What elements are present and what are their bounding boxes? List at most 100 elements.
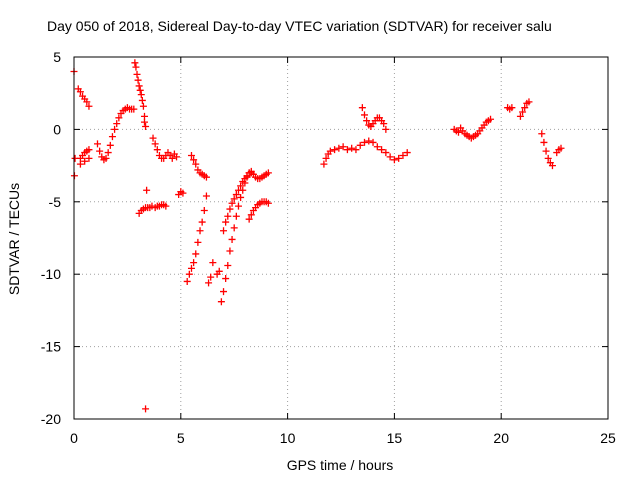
data-point xyxy=(322,154,330,162)
y-tick-label: -15 xyxy=(41,339,61,355)
data-point xyxy=(521,104,529,112)
data-point xyxy=(230,224,238,232)
data-point xyxy=(83,98,91,106)
data-point xyxy=(220,227,228,235)
data-point xyxy=(237,193,245,201)
data-point xyxy=(202,192,210,200)
series-t xyxy=(553,144,565,157)
data-point xyxy=(247,211,255,219)
data-point xyxy=(454,128,462,136)
y-tick-label: -10 xyxy=(41,266,61,282)
data-point xyxy=(202,173,210,181)
series-b2 xyxy=(76,154,93,168)
data-point xyxy=(153,146,161,154)
data-point xyxy=(142,123,150,131)
y-tick-label: -5 xyxy=(49,194,62,210)
x-tick-label: 25 xyxy=(600,430,616,446)
data-point xyxy=(348,144,356,152)
data-point xyxy=(196,227,204,235)
data-point xyxy=(187,264,195,272)
data-point xyxy=(134,76,142,84)
data-point xyxy=(326,147,334,155)
data-point xyxy=(85,154,93,162)
data-point xyxy=(115,114,123,122)
data-point xyxy=(192,250,200,258)
data-point xyxy=(264,199,272,207)
series-d2 xyxy=(140,118,150,131)
series-a xyxy=(74,85,93,110)
data-point xyxy=(360,138,368,146)
data-point xyxy=(369,138,377,146)
x-tick-label: 20 xyxy=(493,430,509,446)
data-point xyxy=(149,134,157,142)
data-point xyxy=(335,144,343,152)
data-point xyxy=(140,118,148,126)
data-point xyxy=(224,212,232,220)
data-point xyxy=(185,270,193,278)
data-point xyxy=(382,149,390,157)
data-point xyxy=(104,149,112,157)
data-point xyxy=(151,140,159,148)
data-point xyxy=(205,279,213,287)
series-d xyxy=(131,59,148,120)
y-tick-label: 5 xyxy=(53,49,61,65)
data-point xyxy=(548,162,556,170)
data-point xyxy=(93,140,101,148)
data-point xyxy=(525,98,533,106)
data-point xyxy=(382,125,390,133)
data-point xyxy=(378,146,386,154)
data-point xyxy=(106,141,114,149)
data-point xyxy=(85,102,93,110)
data-point xyxy=(168,154,176,162)
data-point xyxy=(245,215,253,223)
data-point xyxy=(102,154,110,162)
x-tick-labels: 0 5 10 15 20 25 xyxy=(70,430,616,446)
data-point xyxy=(516,112,524,120)
data-point xyxy=(215,267,223,275)
data-point xyxy=(352,146,360,154)
series-c xyxy=(93,104,138,164)
data-point xyxy=(331,146,339,154)
data-point xyxy=(138,96,146,104)
series-g xyxy=(175,188,187,199)
data-point xyxy=(320,160,328,168)
data-point xyxy=(135,82,143,90)
series-i xyxy=(183,192,210,285)
series-t0 xyxy=(70,67,79,180)
data-point xyxy=(234,202,242,210)
data-point xyxy=(194,238,202,246)
data-point xyxy=(207,273,215,281)
plot-frame xyxy=(73,56,609,420)
data-point xyxy=(365,137,373,145)
data-point xyxy=(339,143,347,151)
data-point xyxy=(81,157,89,165)
x-tick-label: 15 xyxy=(387,430,403,446)
data-point xyxy=(190,156,198,164)
data-point xyxy=(85,146,93,154)
data-points xyxy=(70,59,565,413)
data-point xyxy=(173,153,181,161)
data-point xyxy=(111,125,119,133)
series-f xyxy=(149,134,181,162)
series-r xyxy=(516,98,533,120)
data-point xyxy=(343,146,351,154)
data-point xyxy=(544,154,552,162)
x-tick-label: 5 xyxy=(177,430,185,446)
axis-ticks xyxy=(73,56,609,420)
series-u xyxy=(142,186,151,413)
y-tick-label: 0 xyxy=(53,121,61,137)
x-axis-label: GPS time / hours xyxy=(287,457,394,473)
data-point xyxy=(264,169,272,177)
data-point xyxy=(187,151,195,159)
data-point xyxy=(228,235,236,243)
data-point xyxy=(358,104,366,112)
series-s xyxy=(538,130,556,170)
data-point xyxy=(395,154,403,162)
data-point xyxy=(230,195,238,203)
data-point xyxy=(399,151,407,159)
data-point xyxy=(76,88,84,96)
data-point xyxy=(403,149,411,157)
data-point xyxy=(220,288,228,296)
data-point xyxy=(232,212,240,220)
